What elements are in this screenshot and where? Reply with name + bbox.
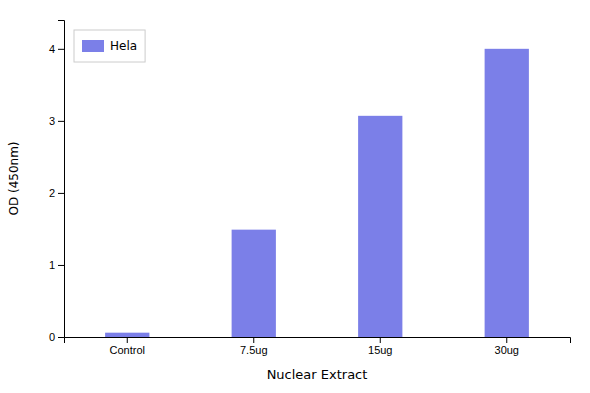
- y-tick-label: 4: [49, 43, 55, 55]
- y-tick-mark: [58, 265, 64, 266]
- bar: [105, 333, 149, 337]
- y-tick: 4: [49, 43, 64, 55]
- bar: [232, 230, 276, 337]
- y-axis: 0 1 2 3 4: [49, 21, 65, 344]
- x-tick-mark: [253, 337, 254, 343]
- x-tick-label: 30ug: [495, 344, 519, 356]
- y-tick-label: 0: [49, 331, 55, 343]
- legend-label: Hela: [110, 39, 137, 53]
- x-axis-title: Nuclear Extract: [267, 367, 368, 382]
- legend-box: [74, 30, 145, 62]
- y-axis-line: [58, 21, 65, 338]
- legend-swatch: [82, 40, 104, 52]
- x-axis-line: [65, 338, 571, 344]
- y-tick-mark: [58, 337, 64, 338]
- y-tick-label: 3: [49, 115, 55, 127]
- y-axis-title: OD (450nm): [7, 141, 21, 215]
- plot: Control 7.5ug 15ug 30ug 0 1 2 3 4 Hela: [49, 21, 571, 356]
- x-tick-label: 15ug: [368, 344, 392, 356]
- y-tick-mark: [58, 121, 64, 122]
- y-tick-label: 1: [49, 259, 55, 271]
- x-tick-mark: [506, 337, 507, 343]
- x-axis: Control 7.5ug 15ug 30ug: [65, 337, 571, 356]
- x-tick: 7.5ug: [240, 337, 268, 356]
- bars: [105, 49, 529, 337]
- y-tick: 3: [49, 115, 64, 127]
- chart: Control 7.5ug 15ug 30ug 0 1 2 3 4 Hela Nuclear Ext…: [0, 0, 590, 393]
- x-tick: Control: [110, 337, 145, 356]
- y-tick: 0: [49, 331, 64, 343]
- x-tick: 15ug: [368, 337, 392, 356]
- y-tick: 1: [49, 259, 64, 271]
- y-tick-mark: [58, 49, 64, 50]
- bar: [358, 116, 402, 337]
- x-tick-label: 7.5ug: [240, 344, 268, 356]
- y-tick-mark: [58, 193, 64, 194]
- y-tick: 2: [49, 187, 64, 199]
- x-tick: 30ug: [495, 337, 519, 356]
- bar: [485, 49, 529, 337]
- x-tick-mark: [380, 337, 381, 343]
- y-tick-label: 2: [49, 187, 55, 199]
- x-tick-label: Control: [110, 344, 145, 356]
- x-tick-mark: [127, 337, 128, 343]
- legend: Hela: [74, 30, 145, 62]
